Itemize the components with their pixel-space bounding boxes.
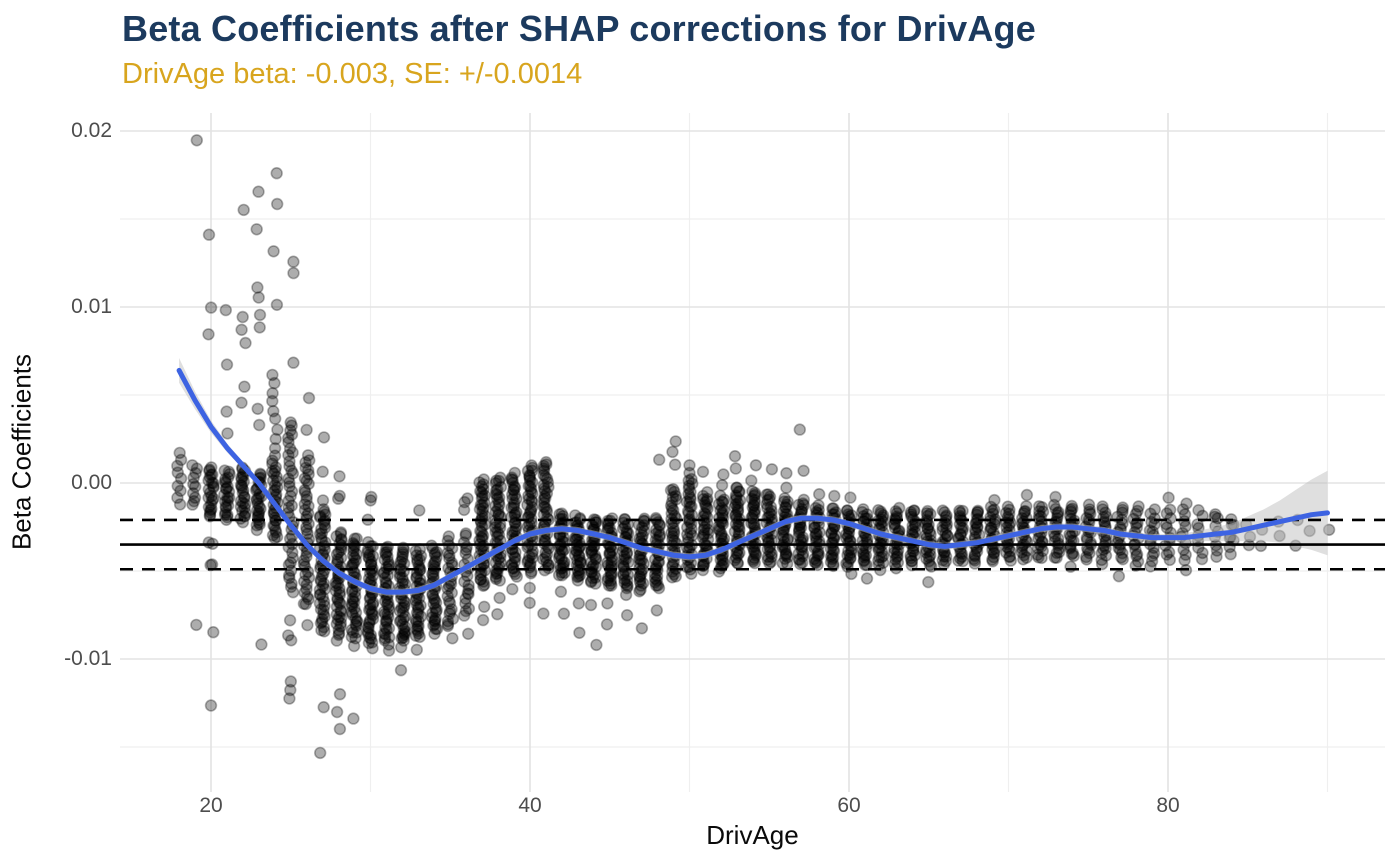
- y-axis-title: Beta Coefficients: [6, 353, 37, 551]
- y-tick-label: -0.01: [64, 647, 112, 670]
- x-tick-label: 60: [837, 794, 861, 817]
- chart-subtitle: DrivAge beta: -0.003, SE: +/-0.0014: [122, 58, 583, 90]
- chart-title: Beta Coefficients after SHAP corrections…: [122, 8, 1036, 49]
- x-tick-label: 40: [518, 794, 542, 817]
- gridlines-major: [120, 113, 1385, 792]
- x-tick-label: 20: [199, 794, 223, 817]
- x-tick-label: 80: [1156, 794, 1180, 817]
- y-tick-label: 0.02: [71, 119, 112, 142]
- y-tick-label: 0.00: [71, 471, 112, 494]
- smooth-line: [176, 367, 1330, 595]
- y-tick-label: 0.01: [71, 295, 112, 318]
- gridlines-minor: [120, 113, 1385, 792]
- plot-panel: [120, 113, 1385, 792]
- x-axis-title: DrivAge: [706, 820, 799, 850]
- scatter-points: [171, 134, 1336, 760]
